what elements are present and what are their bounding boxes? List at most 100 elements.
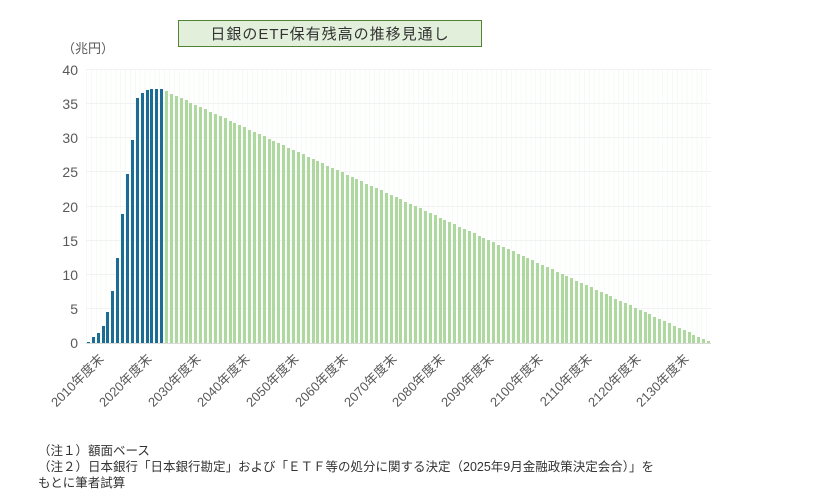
bar-projection bbox=[462, 228, 466, 343]
bar-projection bbox=[209, 111, 212, 343]
bar-actual bbox=[96, 332, 100, 343]
bar-actual bbox=[86, 341, 90, 343]
bar-projection bbox=[262, 136, 266, 343]
bar-projection bbox=[433, 215, 437, 343]
bar-projection bbox=[506, 249, 510, 343]
bar-projection bbox=[409, 203, 413, 343]
bar-projection bbox=[213, 113, 217, 343]
bar-actual bbox=[135, 97, 139, 343]
bar-projection bbox=[252, 131, 256, 343]
bar-projection bbox=[272, 140, 276, 343]
bar-projection bbox=[179, 98, 183, 343]
bar-projection bbox=[438, 217, 442, 343]
bar-projection bbox=[277, 143, 281, 343]
y-axis-labels: 0 5 10 15 20 25 30 35 40 bbox=[36, 0, 78, 360]
source-notes: （注１）額面ベース （注２）日本銀行「日本銀行勘定」および「ＥＴＦ等の処分に関す… bbox=[38, 443, 654, 491]
bar-projection bbox=[643, 312, 647, 343]
bar-actual bbox=[111, 291, 115, 343]
bar-projection bbox=[658, 318, 662, 343]
bar-projection bbox=[599, 291, 603, 343]
y-axis-unit-label: （兆円） bbox=[62, 41, 115, 56]
bar-projection bbox=[628, 305, 632, 343]
bar-projection bbox=[223, 118, 227, 343]
bar-projection bbox=[365, 183, 369, 343]
y-tick-label-20: 20 bbox=[62, 198, 78, 215]
gridline-y-35 bbox=[86, 103, 711, 105]
bar-projection bbox=[287, 147, 291, 343]
bar-projection bbox=[321, 163, 325, 343]
bar-projection bbox=[702, 339, 706, 343]
x-axis-labels: 2010年度末 2020年度末 2030年度末 2040年度末 2050年度末 2060年… bbox=[48, 351, 693, 410]
note-line-1: （注１）額面ベース bbox=[38, 444, 150, 458]
bar-projection bbox=[570, 278, 574, 343]
y-tick-label-40: 40 bbox=[62, 62, 78, 78]
bar-projection bbox=[541, 264, 545, 343]
bar-projection bbox=[614, 298, 618, 343]
bar-projection bbox=[594, 289, 598, 343]
bar-projection bbox=[174, 95, 178, 343]
bar-projection bbox=[545, 267, 549, 343]
bar-projection bbox=[682, 330, 686, 343]
bar-actual bbox=[101, 325, 105, 343]
note-line-3: もとに筆者試算 bbox=[38, 476, 126, 490]
bar-projection bbox=[375, 188, 379, 343]
bar-projection bbox=[306, 156, 310, 343]
bar-projection bbox=[453, 224, 457, 343]
bar-projection bbox=[350, 176, 354, 343]
gridline-y-40 bbox=[86, 69, 711, 70]
bar-projection bbox=[296, 152, 300, 343]
bar-projection bbox=[399, 199, 403, 343]
bar-projection bbox=[267, 138, 271, 343]
bar-projection bbox=[521, 255, 525, 343]
note-line-2: （注２）日本銀行「日本銀行勘定」および「ＥＴＦ等の処分に関する決定（2025年9… bbox=[38, 460, 655, 474]
bar-projection bbox=[194, 104, 198, 343]
bar-projection bbox=[575, 280, 579, 343]
bar-projection bbox=[316, 161, 320, 343]
bar-projection bbox=[184, 100, 188, 343]
bar-projection bbox=[638, 309, 642, 343]
bar-projection bbox=[487, 240, 491, 343]
bar-projection bbox=[292, 149, 296, 343]
bar-projection bbox=[516, 253, 520, 343]
bar-projection bbox=[379, 190, 383, 343]
bar-projection bbox=[165, 91, 169, 343]
y-tick-label-10: 10 bbox=[62, 266, 78, 283]
bar-projection bbox=[394, 197, 398, 343]
bar-projection bbox=[531, 260, 535, 343]
bar-projection bbox=[199, 107, 203, 343]
gridline-y-5 bbox=[86, 307, 711, 309]
bar-projection bbox=[580, 282, 584, 343]
bar-actual bbox=[106, 312, 110, 343]
bar-projection bbox=[228, 120, 232, 343]
bar-projection bbox=[472, 233, 476, 343]
chart-title-box: 日銀のETF保有残高の推移見通し bbox=[178, 20, 482, 47]
bar-projection bbox=[448, 222, 452, 343]
bar-projection bbox=[663, 321, 667, 343]
bar-projection bbox=[482, 237, 486, 343]
bar-projection bbox=[492, 242, 496, 343]
bar-projection bbox=[584, 285, 588, 343]
bar-projection bbox=[243, 127, 247, 343]
gridline-y-10 bbox=[86, 273, 711, 275]
bar-actual bbox=[145, 90, 149, 343]
bar-projection bbox=[677, 327, 681, 343]
bar-projection bbox=[355, 179, 359, 343]
y-tick-label-35: 35 bbox=[62, 96, 78, 113]
bar-projection bbox=[418, 208, 422, 343]
bar-projection bbox=[497, 244, 501, 343]
bar-projection bbox=[672, 325, 676, 343]
bar-actual bbox=[116, 258, 120, 343]
bar-projection bbox=[204, 109, 208, 343]
bar-projection bbox=[633, 307, 637, 343]
gridline-y-20 bbox=[86, 205, 711, 207]
bar-projection bbox=[604, 294, 608, 343]
bar-actual bbox=[160, 89, 164, 343]
bar-projection bbox=[648, 314, 652, 343]
bar-projection bbox=[477, 235, 481, 343]
bar-actual bbox=[140, 93, 144, 343]
bar-projection bbox=[218, 116, 222, 343]
bar-projection bbox=[692, 334, 696, 343]
y-tick-label-25: 25 bbox=[62, 164, 78, 181]
bar-projection bbox=[526, 258, 530, 343]
plot-area bbox=[86, 69, 711, 344]
